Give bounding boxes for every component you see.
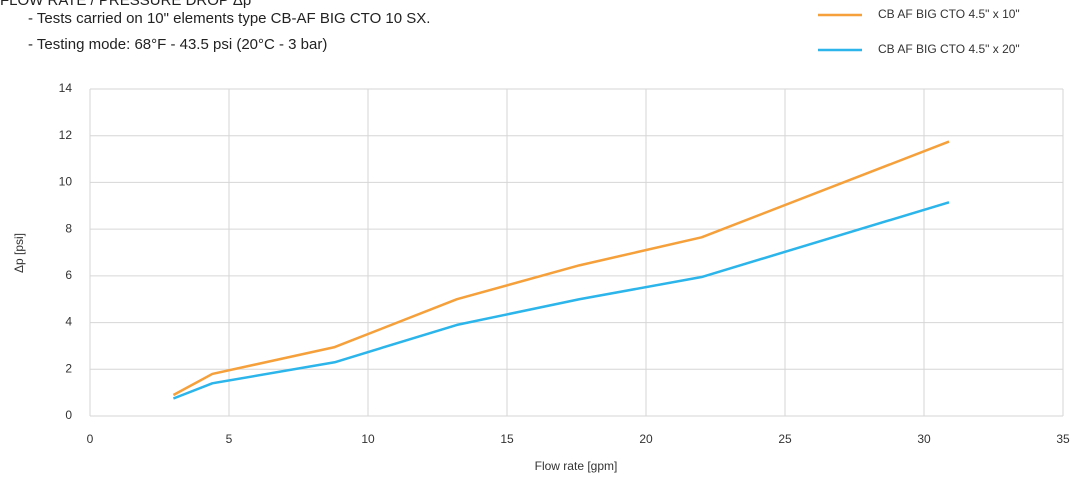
y-tick-label: 2 bbox=[65, 361, 72, 375]
x-tick-label: 5 bbox=[226, 432, 233, 446]
legend-label: CB AF BIG CTO 4.5" x 10" bbox=[878, 7, 1020, 21]
x-tick-label: 10 bbox=[361, 432, 375, 446]
note: - Tests carried on 10" elements type CB-… bbox=[28, 10, 430, 27]
series-line bbox=[172, 201, 950, 400]
x-tick-label: 15 bbox=[500, 432, 514, 446]
y-tick-label: 6 bbox=[65, 268, 72, 282]
x-tick-label: 20 bbox=[639, 432, 653, 446]
chart-title: FLOW RATE / PRESSURE DROP Δp bbox=[0, 0, 251, 9]
y-tick-label: 14 bbox=[59, 81, 73, 95]
x-tick-label: 25 bbox=[778, 432, 792, 446]
y-tick-label: 10 bbox=[59, 175, 73, 189]
y-tick-label: 8 bbox=[65, 221, 72, 235]
x-tick-label: 0 bbox=[87, 432, 94, 446]
legend-label: CB AF BIG CTO 4.5" x 20" bbox=[878, 42, 1020, 56]
y-axis-label: Δp [psi] bbox=[12, 233, 26, 273]
y-tick-label: 4 bbox=[65, 315, 72, 329]
y-tick-label: 0 bbox=[65, 408, 72, 422]
series-line bbox=[172, 140, 950, 397]
note: - Testing mode: 68°F - 43.5 psi (20°C - … bbox=[28, 36, 327, 53]
x-axis-label: Flow rate [gpm] bbox=[535, 459, 618, 473]
x-tick-label: 30 bbox=[917, 432, 931, 446]
x-tick-label: 35 bbox=[1056, 432, 1070, 446]
y-tick-label: 12 bbox=[59, 128, 73, 142]
